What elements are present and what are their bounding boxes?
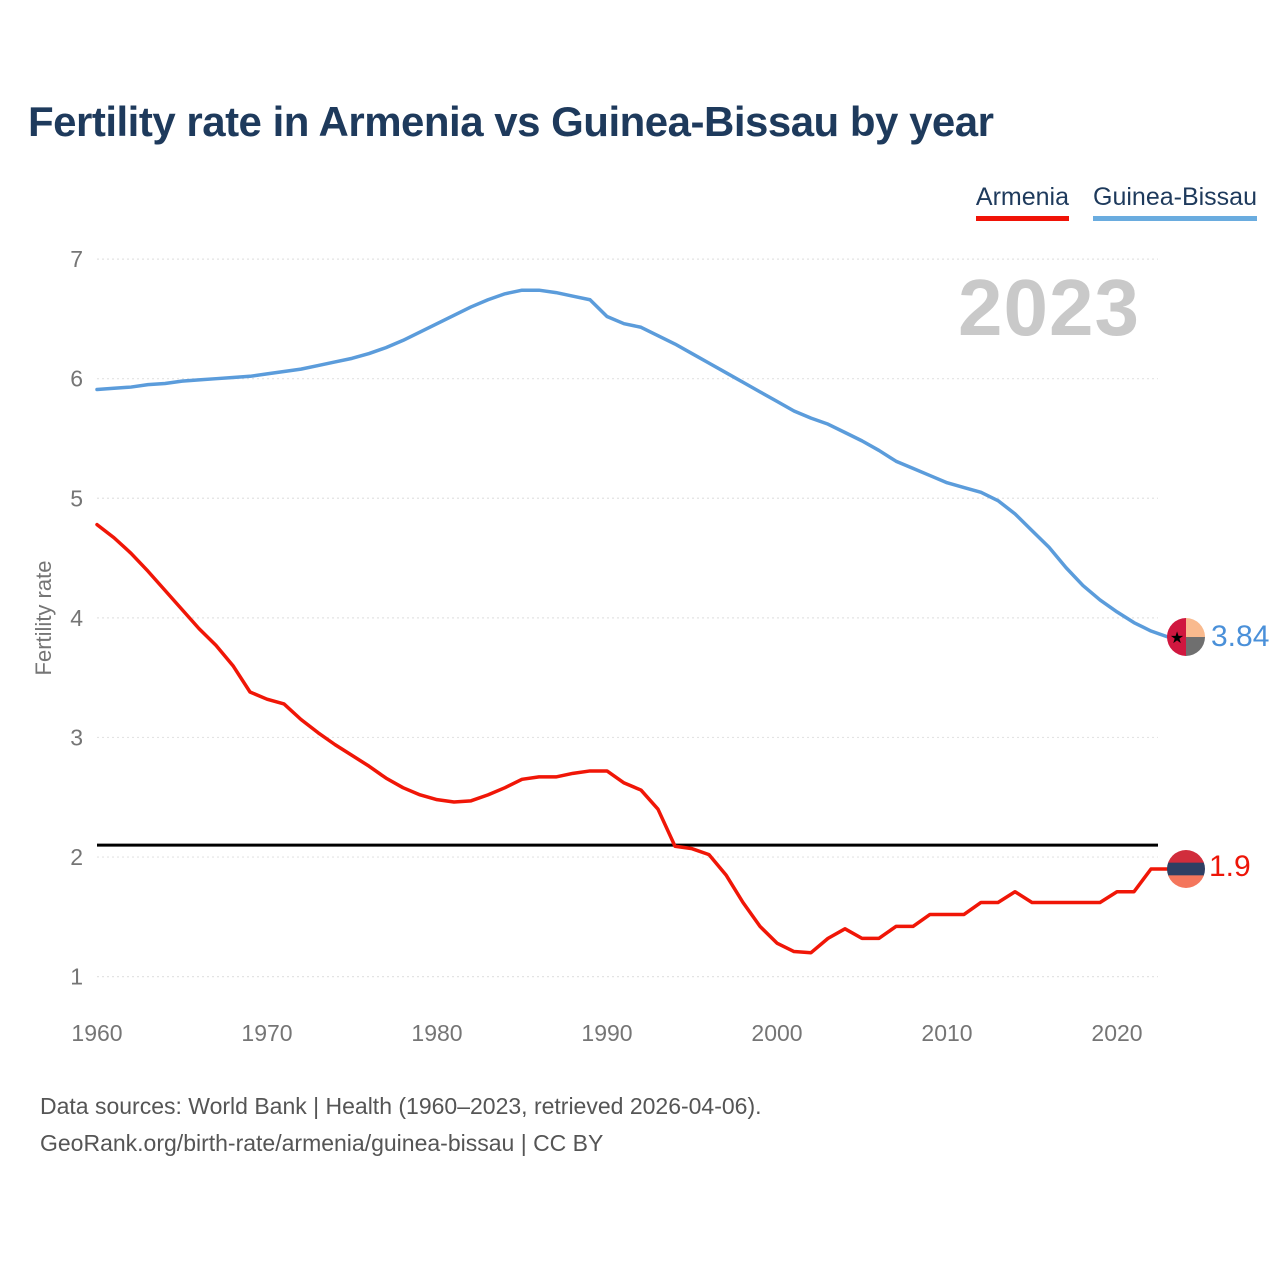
x-tick-label: 2010 (921, 1020, 972, 1046)
legend-underline-guinea-bissau (1093, 216, 1257, 221)
current-year-watermark: 2023 (958, 263, 1140, 352)
y-tick-label: 3 (70, 724, 83, 750)
guinea-bissau-end-value: 3.84 (1211, 620, 1270, 653)
legend: Armenia Guinea-Bissau (975, 183, 1257, 221)
y-tick-label: 7 (70, 246, 83, 272)
y-tick-label: 1 (70, 964, 83, 990)
legend-label-armenia: Armenia (975, 183, 1070, 211)
y-tick-label: 5 (70, 485, 83, 511)
legend-item-armenia[interactable]: Armenia (975, 183, 1070, 221)
footer-attribution-line: GeoRank.org/birth-rate/armenia/guinea-bi… (40, 1130, 604, 1156)
x-tick-label: 1970 (241, 1020, 292, 1046)
x-tick-label: 2020 (1091, 1020, 1142, 1046)
legend-label-guinea-bissau: Guinea-Bissau (1093, 183, 1257, 211)
armenia-end-value: 1.9 (1209, 850, 1251, 883)
x-tick-label: 1980 (411, 1020, 462, 1046)
y-tick-label: 6 (70, 366, 83, 392)
footer-sources-line: Data sources: World Bank | Health (1960–… (40, 1093, 762, 1119)
star-icon: ★ (1170, 630, 1184, 647)
legend-item-guinea-bissau[interactable]: Guinea-Bissau (1093, 183, 1257, 221)
y-tick-label: 2 (70, 844, 83, 870)
x-tick-label: 1960 (71, 1020, 122, 1046)
x-tick-label: 1990 (581, 1020, 632, 1046)
x-tick-label: 2000 (751, 1020, 802, 1046)
guinea-bissau-flag-marker: ★ (1167, 617, 1205, 656)
armenia-line[interactable] (95, 522, 1170, 955)
legend-underline-armenia (975, 216, 1070, 221)
page-title: Fertility rate in Armenia vs Guinea-Biss… (28, 98, 994, 145)
guinea-bissau-line[interactable] (95, 288, 1170, 639)
armenia-flag-marker (1167, 850, 1205, 888)
footer: Data sources: World Bank | Health (1960–… (40, 1088, 762, 1162)
y-tick-label: 4 (70, 605, 83, 631)
